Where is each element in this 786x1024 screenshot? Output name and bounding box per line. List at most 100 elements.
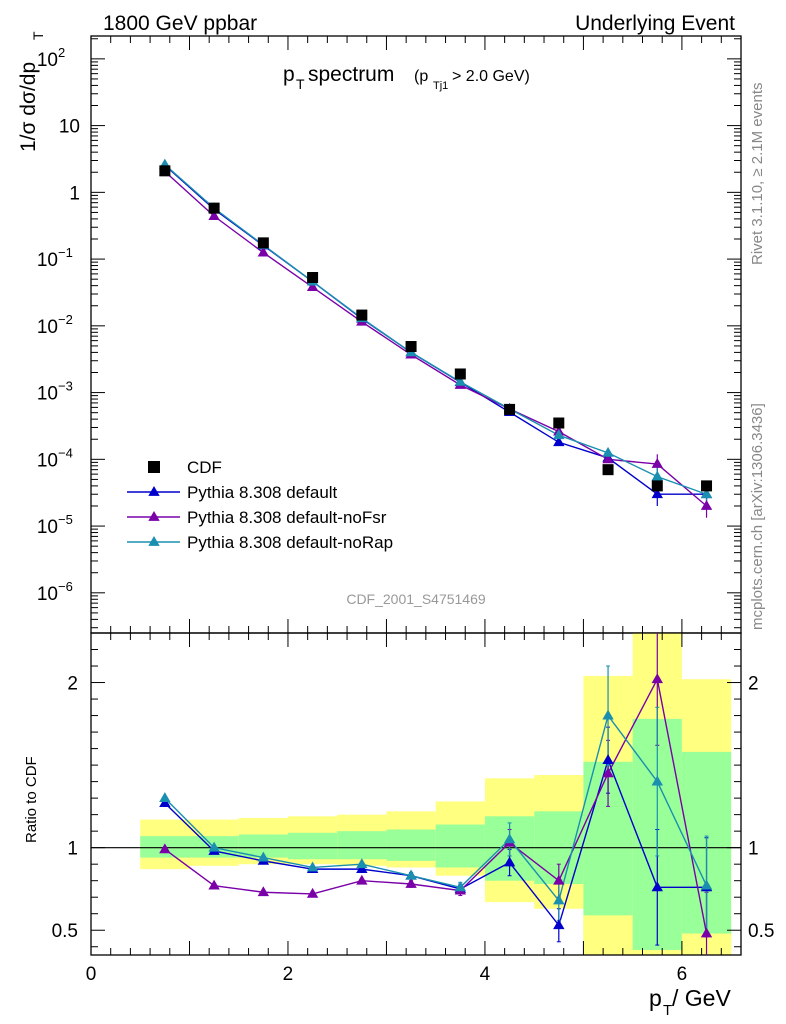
x-axis-label-rest: / GeV — [672, 985, 731, 1011]
plot-title-cut: (p — [414, 68, 428, 85]
legend-marker-3 — [148, 536, 160, 546]
y-tick-label: 10 — [37, 250, 58, 271]
plot-title-main: p — [283, 63, 295, 86]
legend-label-0: CDF — [187, 458, 222, 477]
legend-label-1: Pythia 8.308 default — [187, 483, 338, 502]
mc-point-3 — [700, 488, 713, 499]
data-point — [257, 237, 269, 249]
x-axis-label-sub: T — [663, 1002, 672, 1019]
ratio-point-3 — [454, 881, 467, 892]
ratio-point-1 — [602, 754, 614, 765]
mcplots-label: mcplots.cern.ch [arXiv:1306.3436] — [749, 403, 766, 630]
data-point — [602, 464, 614, 476]
mc-point-1 — [553, 436, 565, 447]
mc-point-2 — [602, 453, 614, 464]
y-tick-label: 10 — [59, 117, 80, 138]
plot-title: p T spectrum (p Tj1 > 2.0 GeV) — [283, 63, 530, 92]
ratio-ylabel: Ratio to CDF — [23, 756, 40, 843]
y-tick-label: 10 — [37, 50, 58, 71]
ratio-y-tick-label-right: 0.5 — [748, 921, 774, 942]
mc-point-1 — [651, 488, 663, 499]
data-point — [553, 417, 565, 429]
y-tick-exponent: −2 — [58, 312, 73, 327]
ratio-point-1 — [159, 797, 171, 807]
x-tick-label: 4 — [480, 964, 491, 985]
ratio-y-tick-label-left: 0.5 — [52, 921, 78, 942]
legend-marker-1 — [148, 486, 160, 496]
ratio-point-3 — [651, 775, 663, 786]
ratio-point-2 — [700, 927, 713, 938]
data-point — [405, 341, 417, 353]
ratio-point-2 — [257, 886, 270, 897]
ratio-line-3 — [164, 713, 708, 903]
y-tick-exponent: −4 — [58, 445, 73, 460]
series-line-3 — [164, 164, 707, 495]
header-right-text: Underlying Event — [575, 12, 735, 35]
y-tick-exponent: −6 — [58, 579, 73, 594]
legend-label-3: Pythia 8.308 default-noRap — [187, 533, 393, 552]
analysis-id: CDF_2001_S4751469 — [346, 591, 486, 607]
mc-point-2 — [306, 281, 319, 292]
y-tick-label: 10 — [37, 384, 58, 405]
data-point — [307, 271, 319, 283]
data-point — [504, 403, 516, 415]
band-inner — [238, 834, 288, 858]
ratio-point-3 — [159, 792, 171, 803]
ratio-point-2 — [306, 887, 319, 898]
ratio-point-2 — [208, 879, 220, 890]
y-tick-exponent: −1 — [58, 245, 73, 260]
legend-label-2: Pythia 8.308 default-noFsr — [187, 508, 387, 527]
ratio-line-2 — [164, 677, 708, 934]
x-tick-label: 6 — [677, 964, 688, 985]
mc-point-3 — [454, 375, 467, 386]
data-point — [454, 368, 466, 380]
ratio-point-3 — [602, 709, 614, 720]
ratio-y-tick-label-right: 2 — [748, 674, 759, 695]
plot-title-cut-sub: Tj1 — [433, 80, 448, 92]
ratio-point-1 — [503, 856, 516, 867]
ratio-line-1 — [164, 757, 707, 927]
ratio-point-3 — [306, 861, 319, 872]
ratio-point-3 — [405, 869, 417, 880]
plot-title-main-rest: spectrum — [308, 63, 394, 86]
y-tick-label: 10 — [37, 517, 58, 538]
series-line-1 — [164, 164, 707, 495]
band-inner — [287, 832, 338, 860]
y-tick-exponent: 2 — [58, 45, 65, 60]
data-point — [159, 165, 171, 177]
ratio-y-tick-label-left: 1 — [67, 839, 78, 860]
mc-point-2 — [208, 210, 220, 221]
x-tick-label: 2 — [283, 964, 294, 985]
band-inner — [386, 829, 436, 861]
legend-marker-2 — [148, 511, 160, 521]
series-line-2 — [164, 171, 707, 507]
ratio-point-2 — [651, 673, 663, 684]
ratio-point-2 — [356, 874, 368, 885]
ratio-point-2 — [553, 874, 565, 885]
ratio-frame — [90, 632, 742, 956]
ratio-point-1 — [356, 863, 368, 874]
y-tick-exponent: −5 — [58, 512, 73, 527]
top-ylabel: 1/σ dσ/dp T — [17, 31, 46, 152]
band-outer-low — [583, 915, 633, 955]
ratio-point-1 — [553, 919, 565, 930]
legend-marker-data — [148, 461, 160, 473]
data-point — [701, 480, 713, 492]
x-axis-label: p T / GeV — [649, 985, 731, 1019]
ratio-point-3 — [356, 858, 368, 869]
ratio-point-1 — [651, 881, 663, 892]
ratio-point-3 — [257, 851, 270, 862]
mc-point-3 — [553, 429, 565, 440]
ratio-y-tick-label-right: 1 — [748, 839, 759, 860]
y-tick-label: 10 — [37, 450, 58, 471]
ratio-point-2 — [602, 767, 614, 778]
ratio-point-3 — [553, 894, 565, 905]
y-tick-label: 10 — [37, 317, 58, 338]
ratio-y-tick-label-left: 2 — [67, 674, 78, 695]
mc-point-3 — [651, 470, 663, 481]
y-tick-label: 10 — [37, 584, 58, 605]
header-left-text: 1800 GeV ppbar — [103, 12, 257, 35]
ratio-point-3 — [208, 841, 220, 852]
